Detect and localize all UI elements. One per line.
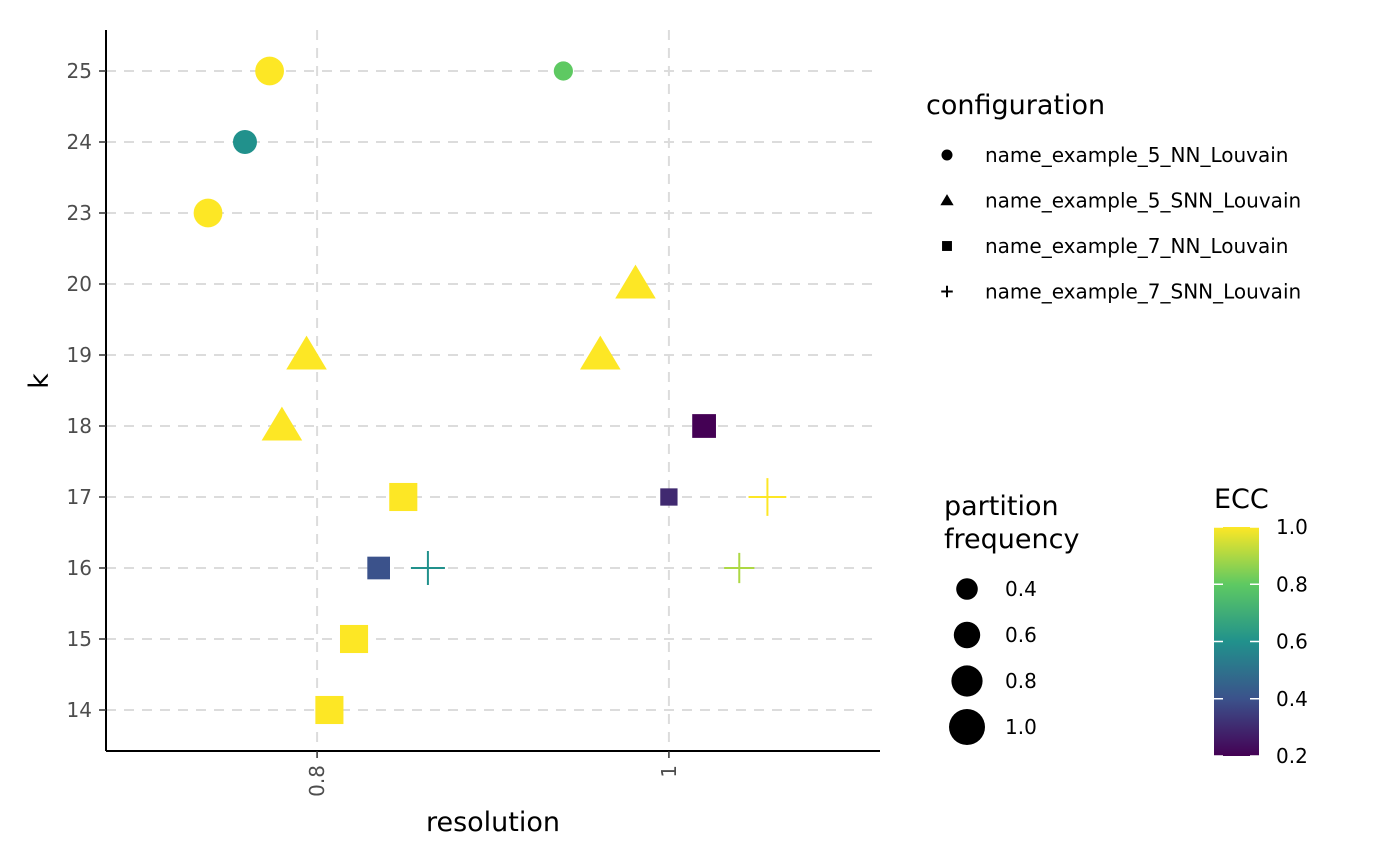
shape-legend-title: configuration (926, 90, 1105, 121)
data-point-square (660, 488, 678, 506)
size-legend-label: 0.6 (1005, 623, 1037, 647)
y-tick-label: 25 (67, 59, 92, 83)
size-legend-title-line-1: partition (944, 491, 1059, 522)
data-point-circle (553, 61, 573, 81)
colorbar-tick-label: 1.0 (1276, 515, 1308, 539)
size-legend-label: 0.8 (1005, 669, 1037, 693)
legend-key-circle (941, 149, 953, 161)
data-point-plus (724, 552, 755, 584)
color-legend: ECC 1.0 0.8 0.6 0.4 0.2 (1214, 484, 1308, 768)
x-tick-label: 1 (657, 765, 681, 778)
colorbar-tick-label: 0.8 (1276, 572, 1308, 596)
legend-key-plus (941, 285, 953, 298)
x-tick-label: 0.8 (305, 765, 329, 797)
shape-legend-label: name_example_5_NN_Louvain (985, 143, 1288, 167)
y-tick-label: 18 (67, 414, 92, 438)
size-legend-key (951, 665, 983, 697)
y-tick-label: 19 (67, 343, 92, 367)
y-tick-label: 23 (67, 201, 92, 225)
colorbar-tick-label: 0.6 (1276, 630, 1308, 654)
data-point-triangle (286, 335, 327, 370)
y-tick-label: 20 (67, 272, 92, 296)
size-legend-title-line-2: frequency (944, 524, 1079, 555)
data-point-square (389, 482, 418, 512)
data-point-plus (410, 550, 445, 586)
y-tick-label: 14 (67, 698, 92, 722)
size-legend-key (956, 578, 978, 600)
y-axis-title: k (24, 373, 55, 389)
y-tick-label: 15 (67, 627, 92, 651)
shape-legend: configuration name_example_5_NN_Louvainn… (926, 90, 1301, 304)
data-point-circle (193, 198, 223, 228)
size-legend-label: 0.4 (1005, 577, 1037, 601)
data-point-triangle (261, 406, 303, 441)
points (193, 56, 787, 725)
legend-key-square (942, 241, 952, 251)
data-point-triangle (580, 335, 621, 370)
size-legend: partition frequency 0.4 0.6 0.8 1.0 (944, 491, 1079, 745)
size-legend-label: 1.0 (1005, 715, 1037, 739)
x-axis-title: resolution (426, 807, 560, 838)
data-point-square (692, 414, 716, 438)
size-legend-key (949, 709, 985, 745)
y-tick-label: 24 (67, 130, 92, 154)
y-tick-label: 16 (67, 556, 92, 580)
grid (106, 30, 880, 751)
colorbar-tick-label: 0.2 (1276, 744, 1308, 768)
size-legend-key (953, 621, 981, 649)
colorbar-tick-label: 0.4 (1276, 687, 1308, 711)
shape-legend-label: name_example_7_NN_Louvain (985, 234, 1288, 258)
axes: 14 15 16 17 18 19 20 23 24 25 0.8 1 (67, 30, 880, 797)
data-point-circle (232, 130, 257, 154)
data-point-plus (748, 478, 787, 516)
shape-legend-label: name_example_5_SNN_Louvain (985, 189, 1301, 213)
color-legend-title: ECC (1214, 484, 1269, 515)
data-point-triangle (615, 264, 656, 299)
y-tick-label: 17 (67, 485, 92, 509)
shape-legend-label: name_example_7_SNN_Louvain (985, 280, 1301, 304)
data-point-square (315, 695, 344, 725)
legend-key-triangle (940, 194, 954, 206)
data-point-square (339, 624, 369, 654)
data-point-circle (255, 56, 284, 86)
data-point-square (367, 556, 390, 580)
